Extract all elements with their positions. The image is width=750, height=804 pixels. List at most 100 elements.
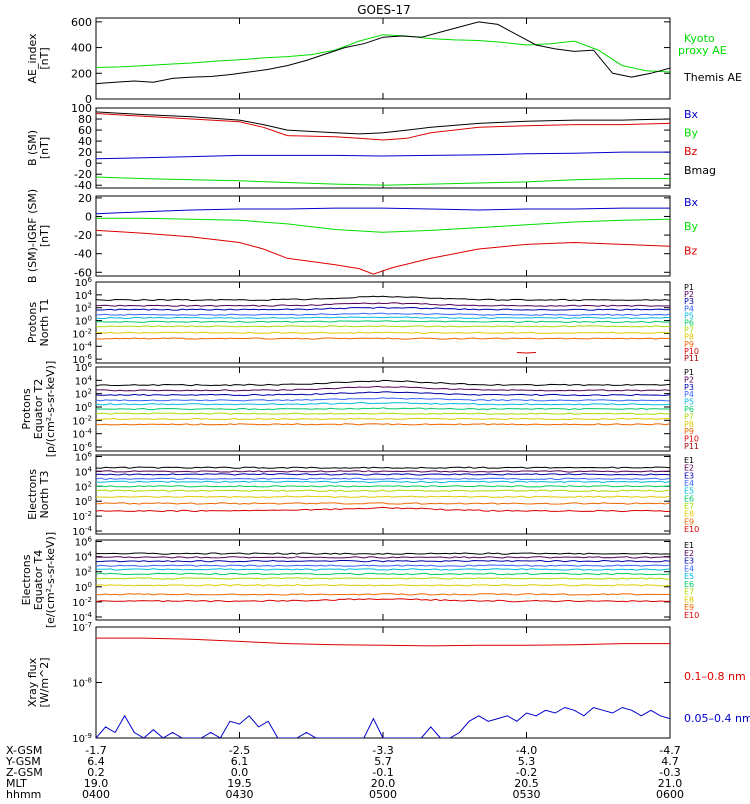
x-axis-table: X-GSM -1.7 -2.5 -3.3 -4.0 -4.7 Y-GSM 6.4 6.1 5.7 5…: [5, 744, 684, 804]
legend-label: E7: [684, 502, 694, 511]
x-tick-label: 6.1: [231, 755, 249, 768]
y-tick-label: 0: [85, 210, 92, 223]
series-line-p10: [516, 351, 537, 354]
legend-label: P4: [684, 304, 694, 313]
series-line-p9: [96, 423, 670, 426]
y-tick-label: 60: [78, 124, 92, 137]
legend-label: By: [684, 220, 699, 233]
x-tick-label: 20.5: [514, 777, 539, 790]
legend-label: E7: [684, 588, 694, 597]
legend-label: P1: [684, 368, 694, 377]
y-tick-label: 104: [75, 374, 93, 387]
x-row-label: MLT: [6, 777, 27, 790]
y-tick-label: 102: [75, 480, 92, 493]
x-tick-label: 4.7: [661, 755, 679, 768]
y-axis-label: B (SM)[nT]: [26, 130, 51, 166]
series-line-e8: [96, 495, 670, 498]
legend-label: Bmag: [684, 164, 716, 177]
y-tick-label: 10-2: [72, 414, 92, 427]
y-axis-label: ElectronsNorth T3: [26, 469, 51, 520]
x-tick-label: 5.3: [518, 755, 536, 768]
legend-label: E9: [684, 517, 694, 526]
x-tick-label: -0.2: [516, 766, 537, 779]
legend-label: E3: [684, 557, 694, 566]
legend-label: 0.1–0.8 nm: [684, 670, 746, 683]
legend-label: P5: [684, 311, 694, 320]
legend-label: P4: [684, 390, 694, 399]
x-tick-label: 21.0: [658, 777, 683, 790]
series-line-0-1-0-8-nm: [96, 637, 670, 647]
y-tick-label: 10-2: [72, 327, 92, 340]
legend-label: Bz: [684, 244, 698, 257]
series-line-p6: [96, 407, 670, 411]
x-tick-label: -3.3: [372, 744, 393, 757]
y-axis-label: B (SM)-IGRF (SM)[nT]: [26, 189, 51, 283]
x-tick-label: 6.4: [87, 755, 105, 768]
legend-label: E1: [684, 541, 694, 550]
x-tick-label: 0430: [226, 788, 254, 800]
series-line-p1: [96, 379, 670, 387]
y-axis-label: AE_index[nT]: [26, 33, 51, 84]
legend-label: P9: [684, 427, 694, 436]
legend-label: E5: [684, 487, 694, 496]
y-tick-label: 10-2: [72, 510, 92, 523]
x-tick-label: -4.7: [659, 744, 680, 757]
y-axis-label: Xray flux[W/m^2]: [26, 657, 51, 707]
series-line-p4: [96, 397, 670, 402]
legend-label: Bx: [684, 108, 699, 121]
series-line-p5: [96, 402, 670, 406]
legend-label: P3: [684, 297, 694, 306]
legend-label: Kyoto: [684, 32, 715, 45]
legend-label: Bz: [684, 145, 698, 158]
y-tick-label: -40: [74, 179, 92, 192]
y-tick-label: 106: [75, 361, 93, 374]
panel-series-layer: [96, 379, 670, 426]
legend-label: P10: [684, 347, 699, 356]
series-line-0-05-0-4-nm: [96, 706, 670, 738]
y-tick-label: 102: [75, 302, 92, 315]
series-line-p9: [96, 337, 670, 340]
y-tick-label: -60: [74, 266, 92, 279]
series-line-e6: [96, 485, 670, 488]
y-tick-label: 106: [75, 276, 93, 289]
panel-bigrf: -60 -40 -20 0 20 B (SM)-IGRF (SM)[nT] Bx By Bz: [26, 189, 699, 283]
series-line-kyoto-proxy-ae: [96, 34, 670, 73]
legend-label: P11: [684, 354, 699, 363]
y-tick-label: 10-7: [72, 621, 92, 634]
y-tick-label: 10-4: [72, 611, 92, 624]
x-tick-label: 19.0: [84, 777, 109, 790]
x-row-label: X-GSM: [6, 744, 42, 757]
series-line-by: [96, 176, 670, 186]
x-tick-label: 5.7: [374, 755, 392, 768]
series-line-e5: [96, 480, 670, 484]
chart-title: GOES-17: [357, 3, 411, 17]
legend-label: P5: [684, 398, 694, 407]
legend-label: P2: [684, 290, 694, 299]
legend-label: P2: [684, 375, 694, 384]
panel-frame: [95, 281, 671, 364]
x-tick-label: 0.2: [87, 766, 105, 779]
y-tick-label: 10-8: [72, 677, 92, 690]
x-tick-label: -0.1: [372, 766, 393, 779]
series-line-p8: [96, 417, 670, 421]
x-row-label: hhmm: [6, 788, 41, 800]
y-tick-label: 10-4: [72, 340, 92, 353]
panel-xray: 10-9 10-8 10-7 Xray flux[W/m^2] 0.1–0.8 nm 0.…: [26, 621, 750, 745]
legend-label: Themis AE: [683, 71, 742, 84]
y-tick-label: 106: [75, 450, 93, 463]
y-tick-label: 104: [75, 551, 93, 564]
series-line-p7: [96, 325, 670, 328]
y-tick-label: 400: [71, 42, 92, 55]
y-tick-label: 600: [71, 16, 92, 29]
legend-label: proxy AE: [678, 44, 727, 57]
y-tick-label: 104: [75, 465, 93, 478]
y-tick-label: 80: [78, 113, 92, 126]
legend-label: P6: [684, 405, 694, 414]
series-line-e7: [96, 489, 670, 492]
legend-label: By: [684, 127, 699, 140]
y-axis-label: ElectronsEquator T4[e/(cm²-s-sr-keV)]: [20, 532, 57, 628]
series-line-e9: [96, 502, 670, 505]
